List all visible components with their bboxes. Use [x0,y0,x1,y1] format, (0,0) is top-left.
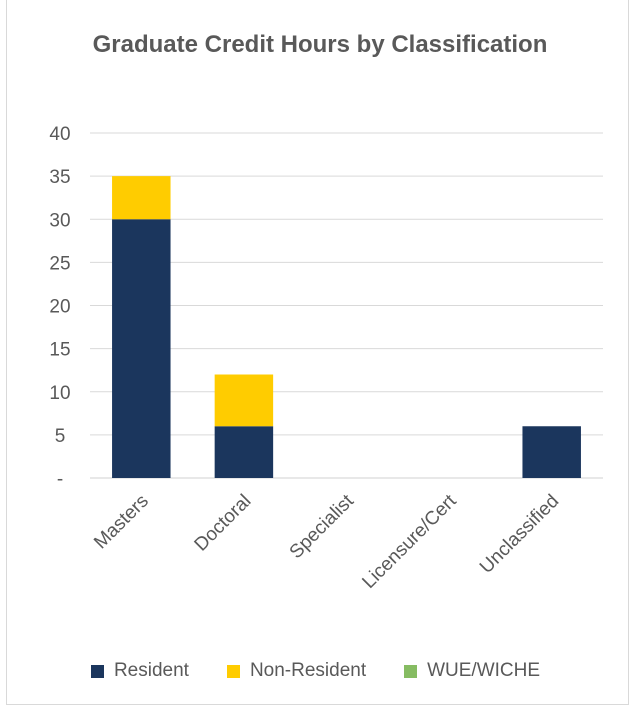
y-tick-label: 20 [49,297,70,318]
x-tick-label: Specialist [286,490,359,563]
chart-title: Graduate Credit Hours by Classification [92,31,548,58]
legend-item: Non-Resident [226,657,367,685]
y-tick-label: 35 [49,167,70,188]
y-tick-label: 10 [49,383,70,404]
legend-item: WUE/WICHE [404,657,540,685]
legend-item: Resident [90,657,189,685]
y-tick-label: 15 [49,340,70,361]
bar-segment [214,426,274,478]
legend-label: Non-Resident [249,660,367,681]
x-tick-label: Unclassified [476,491,563,578]
bar-segment [112,176,171,220]
x-tick-label: Masters [90,491,153,554]
y-tick-label: 30 [49,210,70,231]
legend-label: WUE/WICHE [427,660,541,681]
y-tick-label: 25 [49,253,70,274]
x-tick-label: Doctoral [191,491,256,556]
chart-plot: - 5 10 15 20 25 30 35 40 Masters Doctoral Specialis… [49,124,603,593]
y-tick-label: 40 [49,124,70,145]
bar-segment [214,374,274,427]
chart-legend: Resident Non-Resident WUE/WICHE [0,657,631,685]
bar-segment [112,219,171,478]
chart-frame [6,0,629,705]
legend-swatch [90,664,104,678]
legend-swatch [404,664,418,678]
x-tick-label: Licensure/Cert [358,490,461,593]
legend-label: Resident [113,660,189,681]
legend-swatch [226,664,240,678]
y-tick-label: - [57,469,63,490]
y-tick-label: 5 [55,426,66,447]
bar-segment [522,426,581,478]
